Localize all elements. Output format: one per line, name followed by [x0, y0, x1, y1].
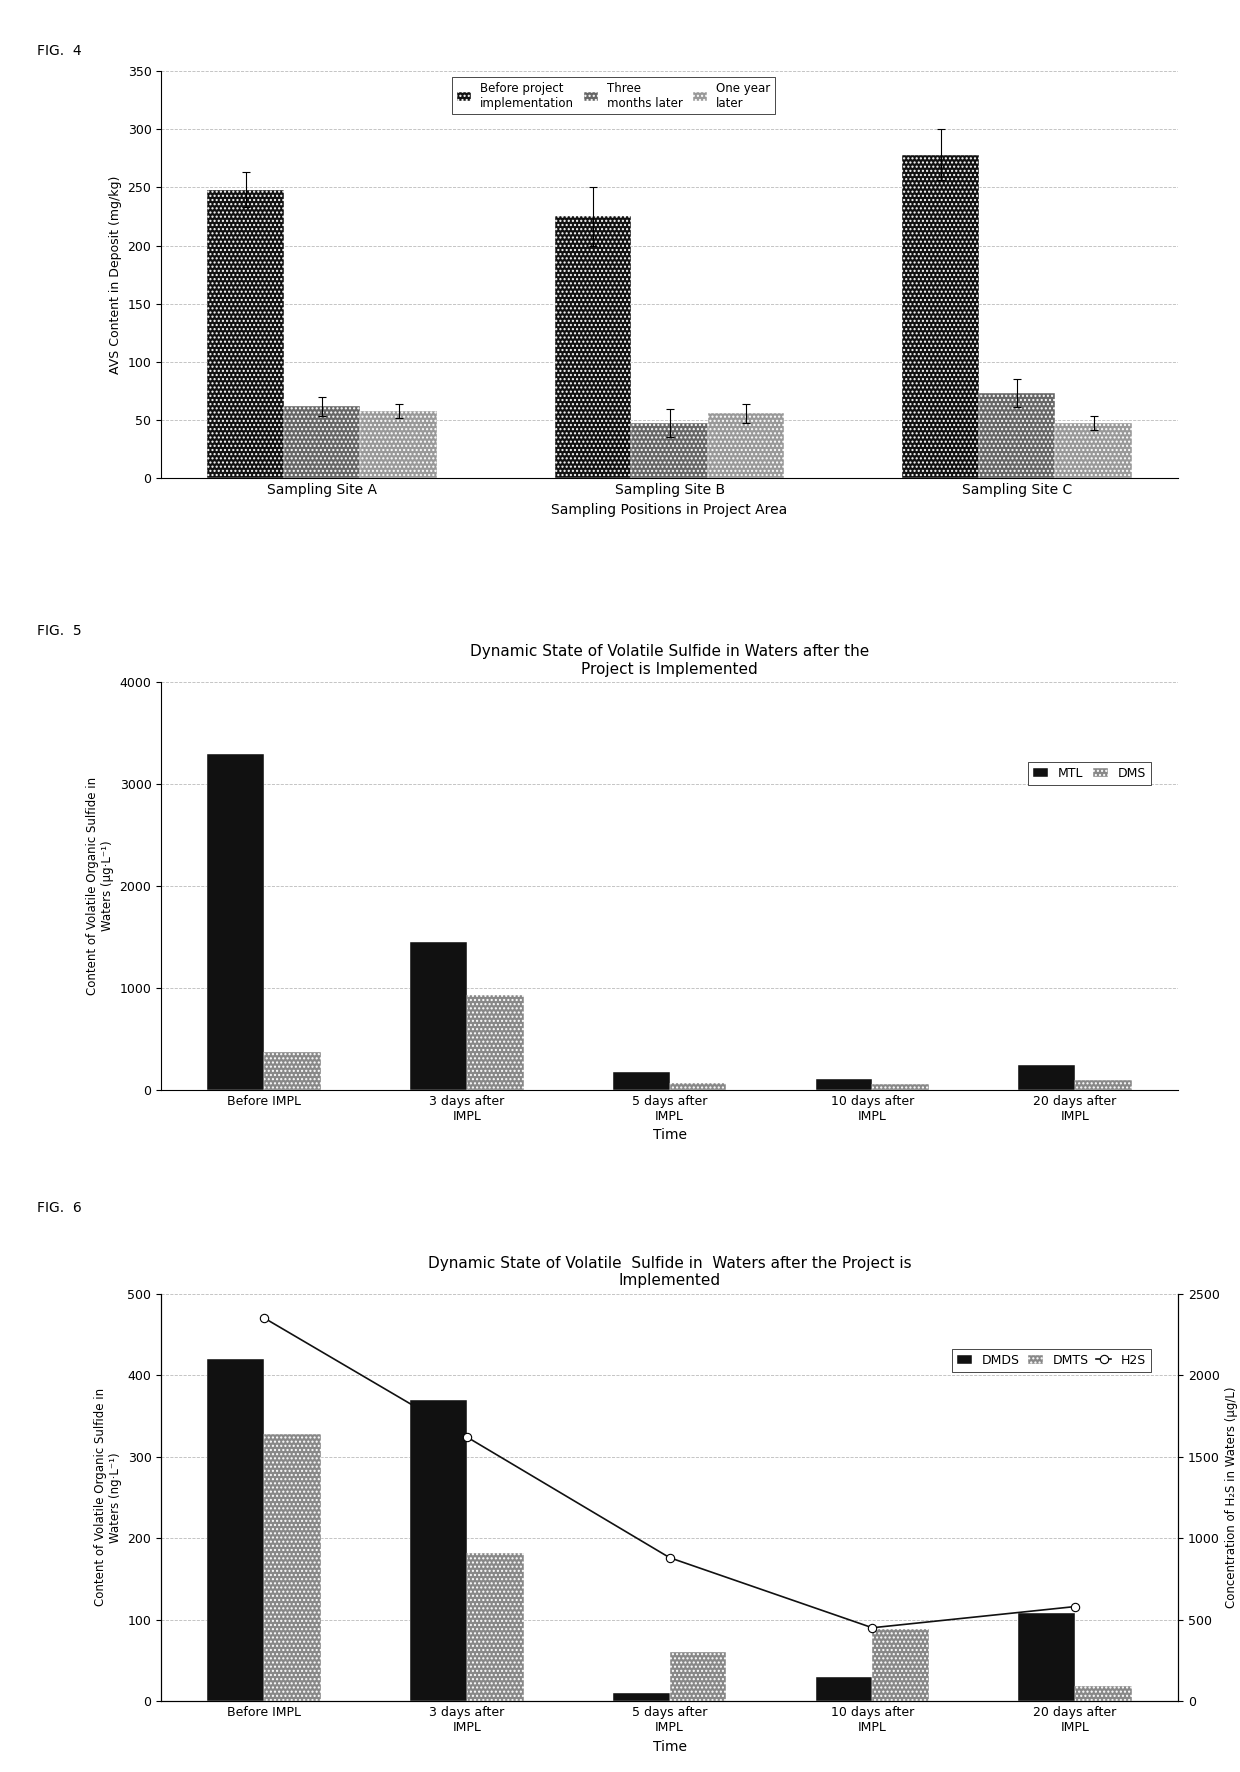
- H2S: [1068, 1597, 1083, 1618]
- Y-axis label: AVS Content in Deposit (mg/kg): AVS Content in Deposit (mg/kg): [109, 175, 122, 374]
- Bar: [207, 190, 284, 478]
- Bar: [410, 1400, 467, 1701]
- Y-axis label: Content of Volatile Organic Sulfide in
Waters (ng·L⁻¹): Content of Volatile Organic Sulfide in W…: [94, 1387, 122, 1607]
- Bar: [670, 1652, 727, 1701]
- X-axis label: Time: Time: [652, 1129, 687, 1143]
- Bar: [1018, 1613, 1075, 1701]
- Bar: [978, 393, 1055, 478]
- Bar: [1018, 1065, 1075, 1090]
- X-axis label: Sampling Positions in Project Area: Sampling Positions in Project Area: [552, 503, 787, 517]
- Bar: [556, 216, 631, 478]
- Line: H2S: H2S: [260, 1313, 1079, 1632]
- Bar: [467, 996, 523, 1090]
- Bar: [816, 1079, 872, 1090]
- Text: FIG.  6: FIG. 6: [37, 1201, 82, 1216]
- Bar: [1075, 1687, 1132, 1701]
- Y-axis label: Concentration of H₂S in Waters (μg/L): Concentration of H₂S in Waters (μg/L): [1225, 1386, 1239, 1609]
- Text: FIG.  4: FIG. 4: [37, 44, 82, 58]
- Bar: [903, 154, 978, 478]
- Bar: [410, 943, 467, 1090]
- Bar: [264, 1053, 321, 1090]
- Bar: [613, 1072, 670, 1090]
- Bar: [264, 1434, 321, 1701]
- Legend: Before project
implementation, Three
months later, One year
later: Before project implementation, Three mon…: [451, 76, 775, 113]
- Text: FIG.  5: FIG. 5: [37, 624, 82, 638]
- Bar: [207, 753, 264, 1090]
- Y-axis label: Content of Volatile Organic Sulfide in
Waters (μg·L⁻¹): Content of Volatile Organic Sulfide in W…: [86, 776, 114, 996]
- Title: Dynamic State of Volatile  Sulfide in  Waters after the Project is
Implemented: Dynamic State of Volatile Sulfide in Wat…: [428, 1256, 911, 1288]
- Bar: [708, 413, 784, 478]
- Legend: MTL, DMS: MTL, DMS: [1028, 762, 1152, 785]
- Bar: [613, 1692, 670, 1701]
- Bar: [631, 422, 708, 478]
- Bar: [1075, 1079, 1132, 1090]
- Bar: [816, 1676, 872, 1701]
- H2S: [662, 1547, 677, 1568]
- Bar: [872, 1630, 929, 1701]
- Title: Dynamic State of Volatile Sulfide in Waters after the
Project is Implemented: Dynamic State of Volatile Sulfide in Wat…: [470, 645, 869, 677]
- Bar: [207, 1359, 264, 1701]
- Bar: [872, 1084, 929, 1090]
- H2S: [460, 1426, 475, 1448]
- Bar: [361, 411, 436, 478]
- Bar: [670, 1083, 727, 1090]
- X-axis label: Time: Time: [652, 1740, 687, 1754]
- Legend: DMDS, DMTS, H2S: DMDS, DMTS, H2S: [952, 1348, 1152, 1372]
- Bar: [284, 406, 361, 478]
- Bar: [1055, 422, 1132, 478]
- H2S: [864, 1618, 879, 1639]
- H2S: [257, 1308, 272, 1329]
- Bar: [467, 1552, 523, 1701]
